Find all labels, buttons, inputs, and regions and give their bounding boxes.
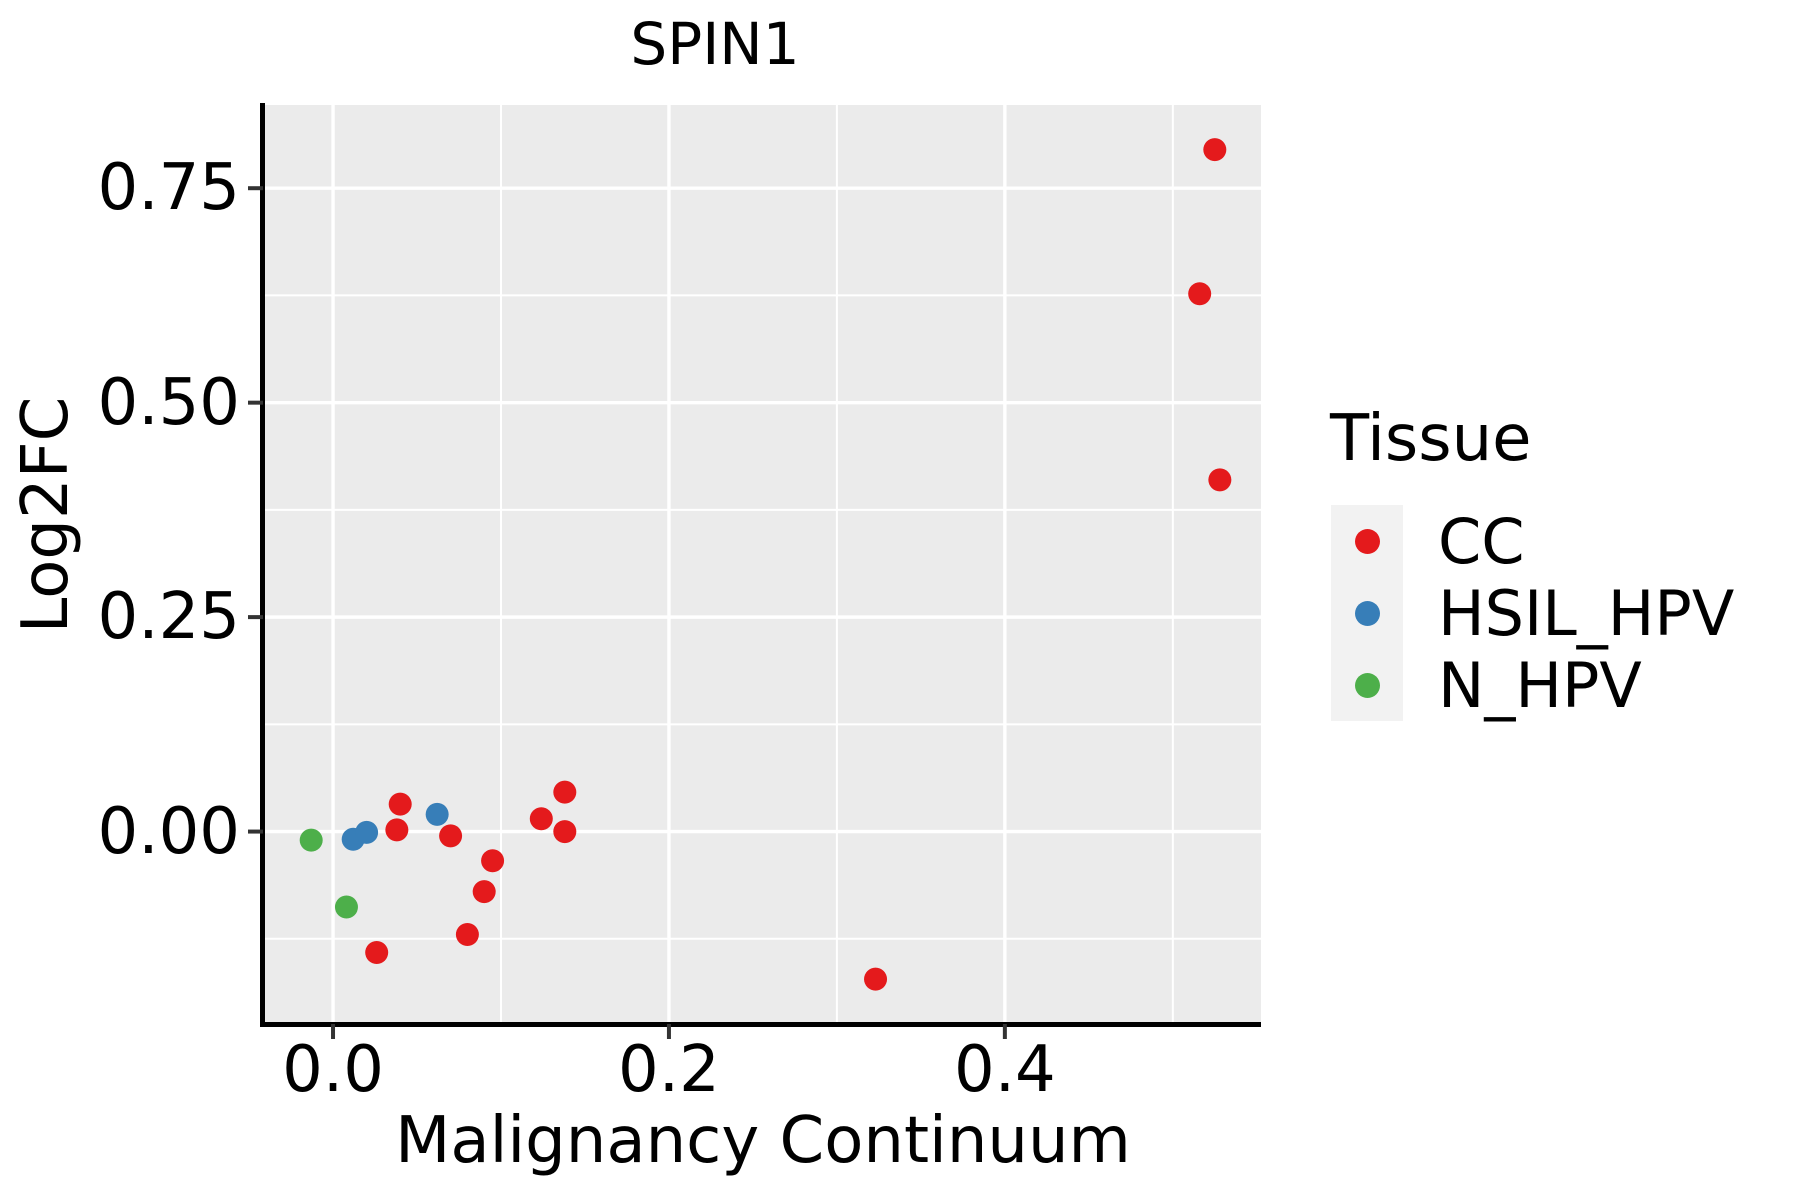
x-tick-label: 0.4 bbox=[953, 1033, 1056, 1107]
data-point-cc bbox=[455, 923, 479, 947]
legend-label-cc: CC bbox=[1438, 504, 1525, 578]
data-point-hsil_hpv bbox=[355, 820, 379, 844]
plot-title: SPIN1 bbox=[630, 10, 800, 78]
legend-label-hsil-hpv: HSIL_HPV bbox=[1438, 576, 1735, 650]
data-point-cc bbox=[472, 880, 496, 904]
x-axis-title: Malignancy Continuum bbox=[395, 1104, 1131, 1178]
data-point-cc bbox=[529, 807, 553, 831]
y-tick-label: 0.75 bbox=[97, 151, 241, 226]
legend-label-n-hpv: N_HPV bbox=[1438, 648, 1642, 722]
legend-key bbox=[1331, 505, 1403, 577]
x-tick-label: 0.2 bbox=[618, 1033, 720, 1107]
x-tick-label: 0.0 bbox=[282, 1033, 384, 1107]
data-point-cc bbox=[864, 967, 888, 991]
y-tick-label: 0.50 bbox=[97, 365, 241, 440]
data-point-cc bbox=[439, 824, 463, 848]
data-point-n_hpv bbox=[334, 895, 358, 919]
data-point-cc bbox=[553, 820, 577, 844]
legend-key bbox=[1331, 649, 1403, 721]
data-point-cc bbox=[1188, 282, 1212, 306]
data-point-cc bbox=[388, 792, 412, 816]
legend-dot-cc bbox=[1354, 528, 1380, 554]
data-point-cc bbox=[481, 849, 505, 873]
y-tick-label: 0.25 bbox=[97, 580, 241, 655]
legend-item-n-hpv: N_HPV bbox=[1331, 648, 1642, 722]
plot-panel bbox=[265, 105, 1261, 1022]
data-point-cc bbox=[1208, 468, 1232, 492]
legend-key bbox=[1331, 577, 1403, 649]
data-point-cc bbox=[385, 818, 409, 842]
legend-item-cc: CC bbox=[1331, 504, 1525, 578]
y-tick-label: 0.00 bbox=[97, 794, 241, 869]
data-point-cc bbox=[1203, 138, 1227, 162]
legend-item-hsil-hpv: HSIL_HPV bbox=[1331, 576, 1735, 650]
data-point-cc bbox=[553, 780, 577, 804]
data-point-n_hpv bbox=[299, 828, 323, 852]
legend-title: Tissue bbox=[1330, 402, 1532, 476]
data-point-cc bbox=[365, 941, 389, 965]
data-point-hsil_hpv bbox=[425, 802, 449, 826]
legend-dot-n-hpv bbox=[1354, 672, 1380, 698]
legend-dot-hsil-hpv bbox=[1354, 600, 1380, 626]
